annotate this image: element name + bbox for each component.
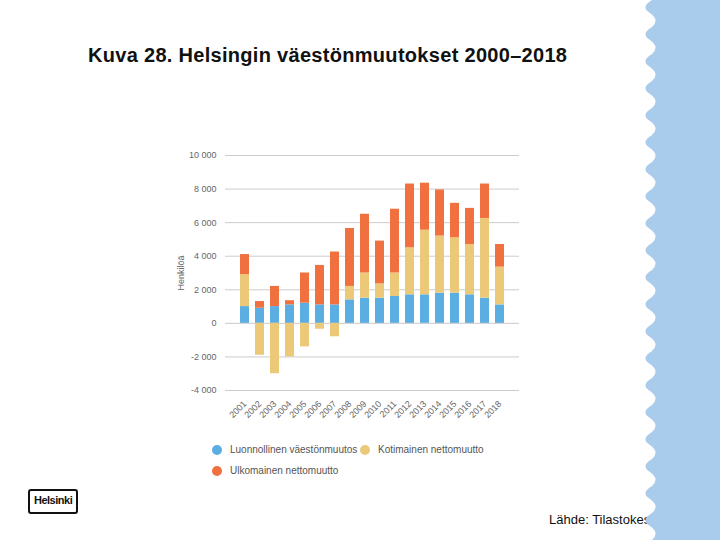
svg-text:-4 000: -4 000	[191, 385, 217, 395]
svg-text:2008: 2008	[332, 398, 354, 420]
svg-text:2015: 2015	[437, 398, 459, 420]
svg-text:2002: 2002	[242, 398, 264, 420]
svg-text:0: 0	[211, 318, 216, 328]
svg-text:2005: 2005	[287, 398, 309, 420]
svg-text:4 000: 4 000	[194, 251, 217, 261]
svg-text:2018: 2018	[482, 399, 503, 420]
svg-text:10 000: 10 000	[189, 150, 217, 160]
svg-text:2007: 2007	[317, 398, 339, 420]
svg-text:2016: 2016	[452, 398, 474, 420]
svg-text:2010: 2010	[362, 398, 384, 420]
html-text:Lähde: Tilastokeskus: Lähde: Tilastokeskus	[549, 512, 671, 527]
svg-text:2012: 2012	[392, 398, 414, 420]
html-text:Kotimainen nettomuutto: Kotimainen nettomuutto	[378, 444, 484, 455]
html-text:Helsinki: Helsinki	[34, 494, 73, 506]
svg-text:2003: 2003	[257, 398, 279, 420]
html-text:Kuva 28. Helsingin väestönmuut: Kuva 28. Helsingin väestönmuutokset 2000…	[88, 44, 568, 66]
svg-text:6 000: 6 000	[194, 218, 217, 228]
html-text:Ulkomainen nettomuutto: Ulkomainen nettomuutto	[230, 465, 339, 476]
svg-text:2013: 2013	[407, 398, 429, 420]
svg-text:Henkilöä: Henkilöä	[176, 255, 186, 290]
svg-text:2 000: 2 000	[194, 285, 217, 295]
svg-text:2001: 2001	[227, 398, 249, 420]
html-text:Luonnollinen väestönmuutos: Luonnollinen väestönmuutos	[230, 444, 358, 455]
svg-text:2009: 2009	[347, 398, 369, 420]
svg-text:2014: 2014	[422, 398, 444, 420]
svg-text:8 000: 8 000	[194, 184, 217, 194]
svg-text:2004: 2004	[272, 398, 294, 420]
svg-text:2006: 2006	[302, 398, 324, 420]
svg-text:2017: 2017	[467, 398, 489, 420]
svg-text:-2 000: -2 000	[191, 352, 217, 362]
svg-text:2011: 2011	[377, 398, 399, 420]
